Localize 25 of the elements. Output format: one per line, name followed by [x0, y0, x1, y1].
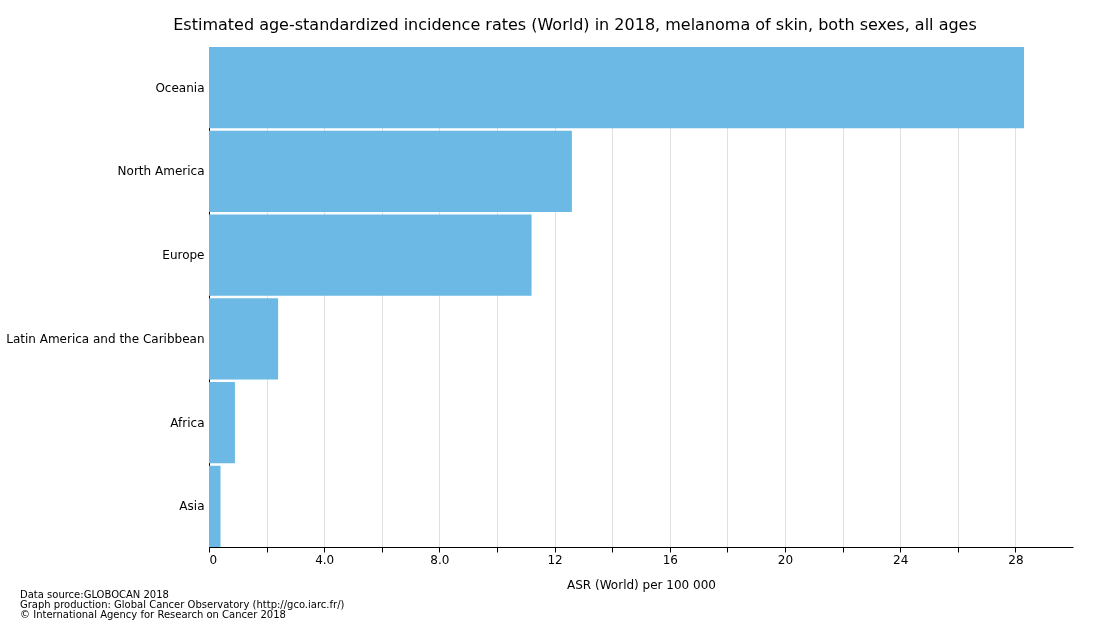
y-tick-label: Europe	[162, 248, 205, 263]
text: © International Agency for Research on Cancer 2018	[20, 609, 286, 620]
x-axis-title: ASR (World) per 100 000	[567, 577, 716, 592]
text: Graph production: Global Cancer Observatory (http://gco.iarc.fr/)	[20, 599, 345, 610]
bar	[209, 382, 235, 464]
bar	[209, 465, 221, 547]
bar	[209, 47, 1025, 129]
x-tick-label: 12	[547, 552, 563, 567]
x-tick-label: 20	[777, 552, 794, 567]
bar	[209, 130, 572, 212]
x-tick-label: 8.0	[430, 552, 450, 567]
chart-title: Estimated age-standardized incidence rates (World) in 2018, melanoma of skin, both sexes, all ages	[173, 15, 977, 34]
source-note: Data source:GLOBOCAN 2018	[20, 589, 170, 600]
y-tick-label: Oceania	[155, 80, 205, 95]
y-tick-label: Latin America and the Caribbean	[6, 331, 205, 346]
x-tick-label: 24	[893, 552, 909, 567]
x-tick-label: 4.0	[315, 552, 335, 567]
x-tick-label: 16	[662, 552, 678, 567]
y-tick-label: North America	[117, 164, 205, 179]
bar	[209, 214, 532, 296]
bar	[209, 298, 279, 380]
x-tick-label: 0	[209, 552, 218, 567]
x-tick-label: 28	[1008, 552, 1024, 567]
y-tick-label: Africa	[170, 415, 205, 430]
y-tick-label: Asia	[179, 499, 205, 514]
